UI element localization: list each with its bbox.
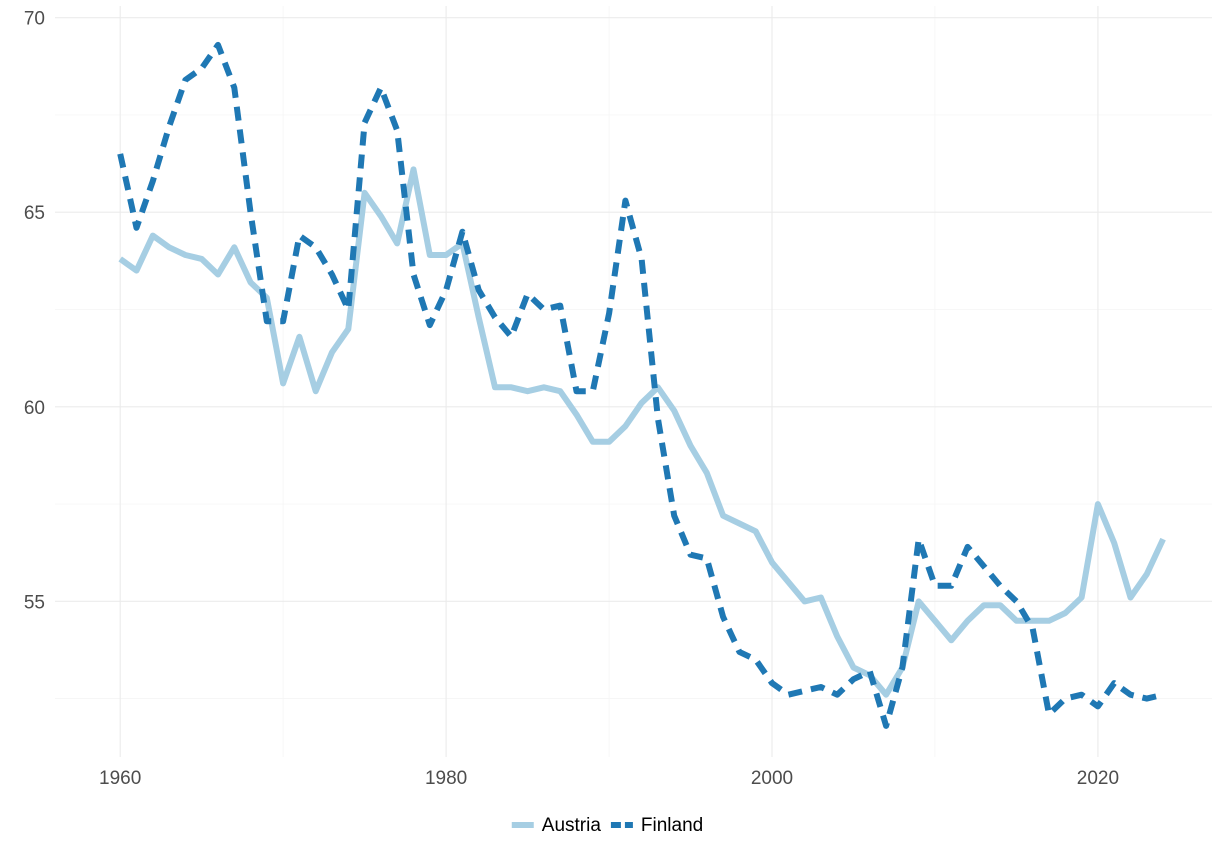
axes: 55 60 65 70 1960 1980 2000 2020 bbox=[24, 9, 1119, 789]
x-tick-label: 1960 bbox=[99, 768, 141, 789]
series-line-finland bbox=[117, 41, 1164, 729]
legend-label-austria: Austria bbox=[542, 815, 602, 836]
legend: Austria Finland bbox=[511, 815, 703, 836]
series-lines bbox=[117, 41, 1166, 729]
y-tick-label: 70 bbox=[24, 9, 45, 30]
y-tick-label: 60 bbox=[24, 398, 45, 419]
x-tick-label: 2000 bbox=[751, 768, 793, 789]
y-tick-label: 55 bbox=[24, 592, 45, 613]
grid bbox=[55, 6, 1212, 757]
x-tick-label: 2020 bbox=[1077, 768, 1119, 789]
y-tick-label: 65 bbox=[24, 203, 45, 224]
x-tick-label: 1980 bbox=[425, 768, 467, 789]
legend-label-finland: Finland bbox=[641, 815, 703, 836]
series-line-austria bbox=[118, 166, 1166, 698]
